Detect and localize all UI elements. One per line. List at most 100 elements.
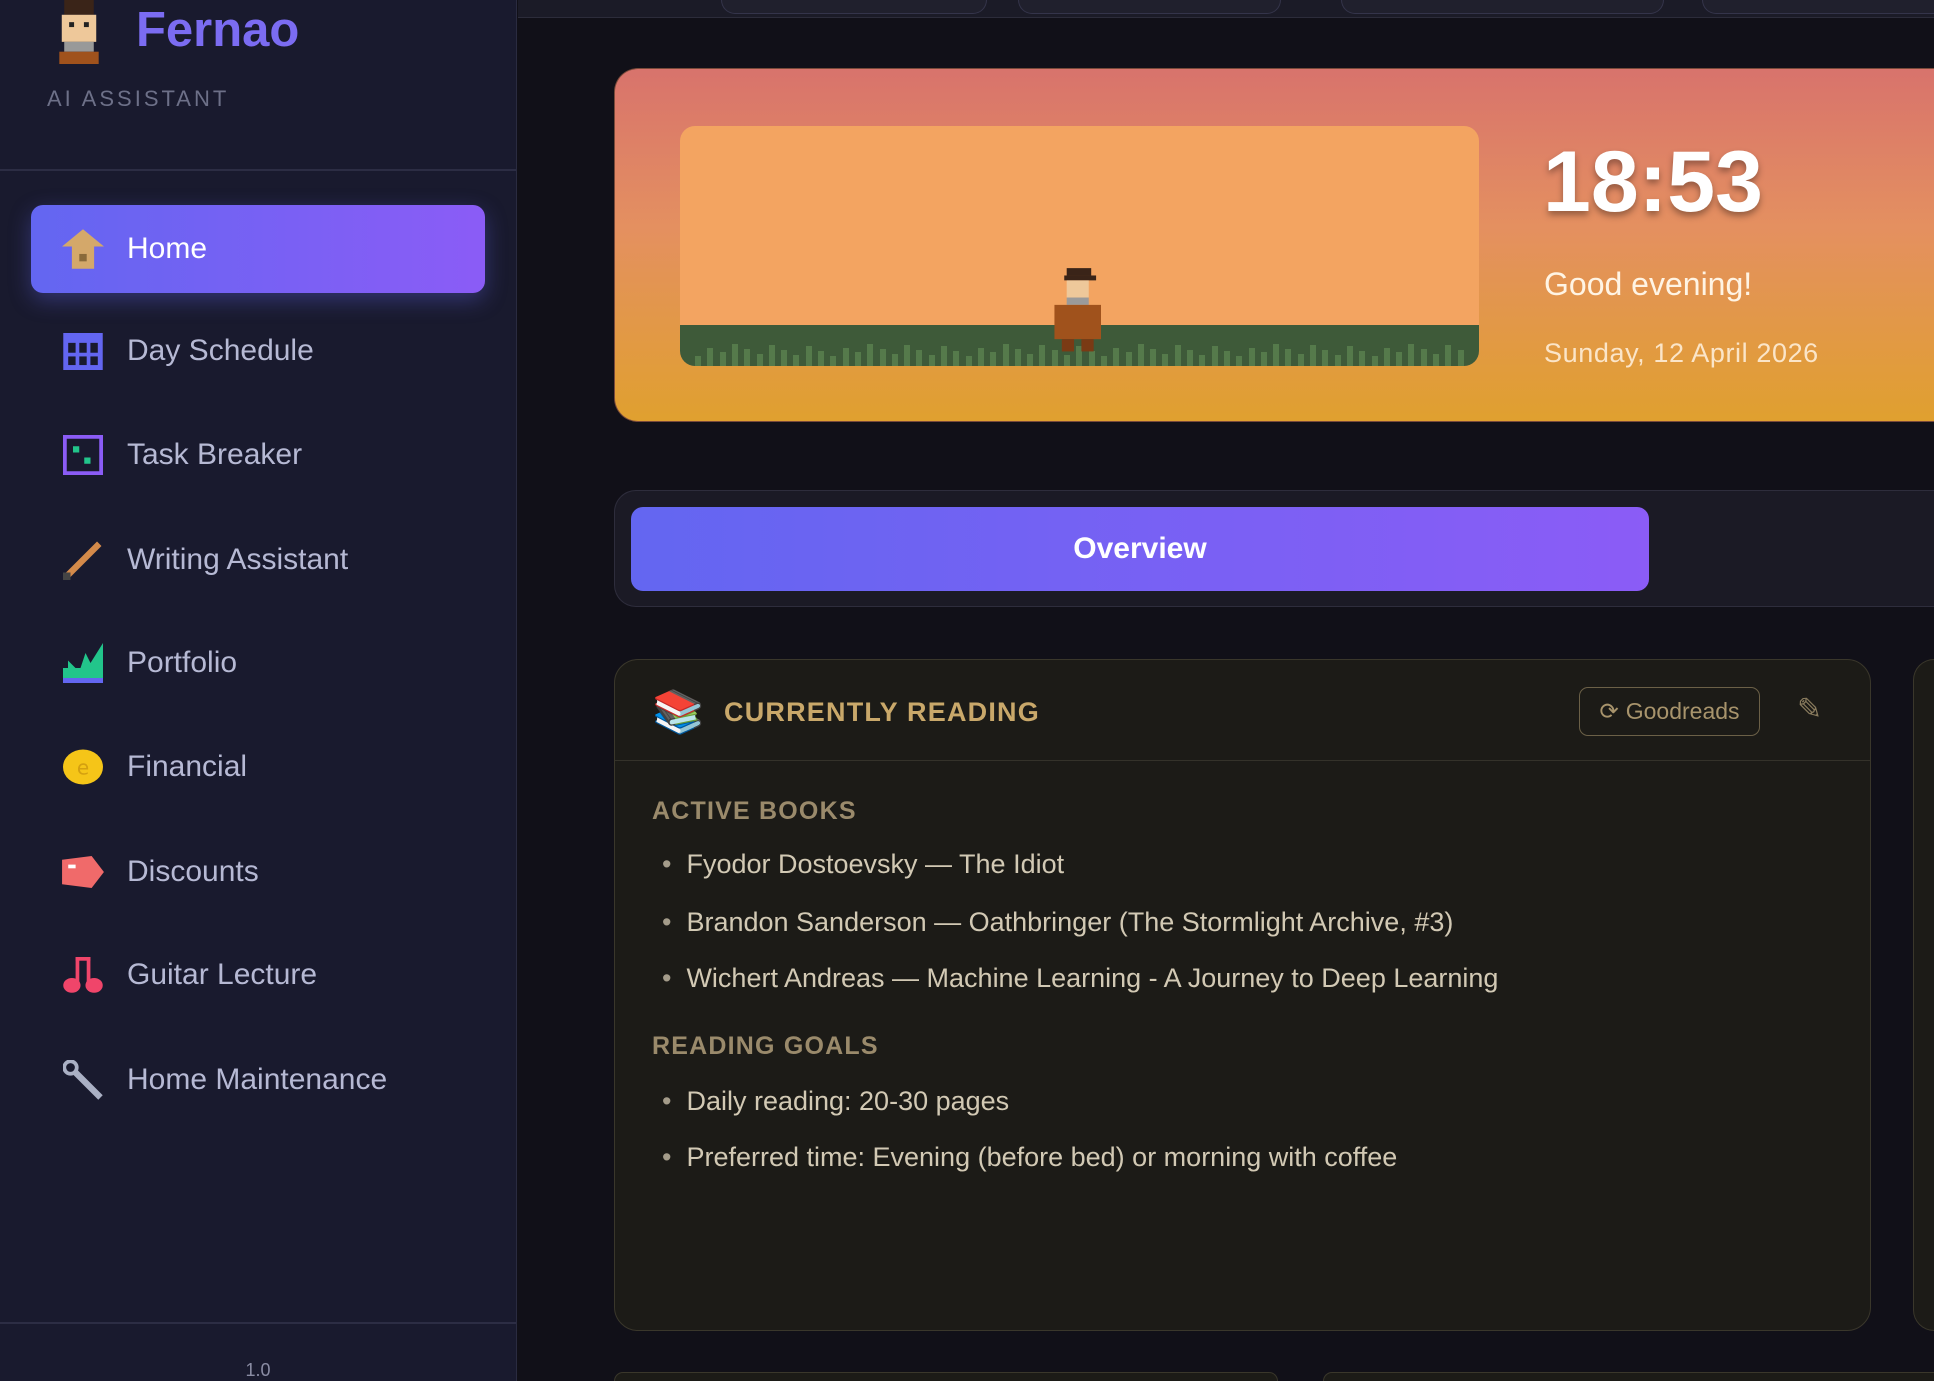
grass-tuft [731, 344, 738, 366]
grass-tuft [1137, 344, 1144, 366]
grass-tuft [1076, 346, 1083, 366]
grass-tuft [830, 356, 837, 366]
grass-tuft [1273, 344, 1280, 366]
coin-icon: e [62, 746, 104, 788]
top-button[interactable] [721, 0, 987, 14]
grass-tuft [977, 347, 984, 366]
pixel-scene [680, 126, 1479, 366]
character-sprite [1054, 268, 1101, 352]
list-item: Fyodor Dostoevsky — The Idiot [662, 849, 1064, 880]
card-header: 📚 CURRENTLY READING ⟳ Goodreads ✎ [615, 660, 1870, 761]
grass-tuft [1187, 350, 1193, 366]
top-button[interactable] [1341, 0, 1664, 14]
sidebar-item-writing-assistant[interactable]: Writing Assistant [31, 516, 485, 604]
avatar [59, 0, 99, 64]
grass-tuft [1002, 344, 1009, 366]
grass-tuft [805, 346, 812, 366]
greeting: Good evening! [1544, 266, 1753, 302]
grass-tuft [1088, 351, 1095, 366]
section-heading: READING GOALS [652, 1032, 879, 1060]
sidebar-item-label: Discounts [127, 855, 259, 888]
grass-tuft [1162, 353, 1169, 366]
grass-tuft [1359, 351, 1366, 366]
sidebar-item-discounts[interactable]: Discounts [31, 828, 485, 916]
list-item: Preferred time: Evening (before bed) or … [662, 1142, 1397, 1173]
bottom-card [1323, 1372, 1934, 1381]
home-icon [62, 228, 104, 270]
grass-tuft [916, 350, 923, 366]
clock: 18:53 [1543, 134, 1763, 230]
sidebar-item-label: Task Breaker [127, 438, 303, 471]
grass-tuft [1113, 347, 1120, 366]
card-title: CURRENTLY READING [724, 697, 1040, 727]
top-button[interactable] [1018, 0, 1281, 14]
sidebar-item-home-maintenance[interactable]: Home Maintenance [31, 1036, 485, 1124]
grass-tuft [1285, 348, 1292, 366]
grass-tuft [1100, 356, 1107, 366]
grass-tuft [1433, 353, 1439, 366]
grass-tuft [1445, 345, 1452, 366]
grass-tuft [1346, 346, 1353, 366]
sidebar-item-home[interactable]: Home [31, 205, 485, 293]
grass-tuft [1457, 350, 1464, 366]
sidebar-item-label: Financial [127, 750, 248, 783]
grass-tuft [744, 348, 751, 366]
grass-tuft [1248, 347, 1255, 366]
wrench-icon [62, 1059, 104, 1101]
tab-overview[interactable]: Overview [631, 507, 1649, 591]
grass-tuft [1334, 354, 1341, 366]
music-icon [62, 954, 104, 996]
side-card [1913, 659, 1934, 1331]
hero-card: 18:53 Good evening! Sunday, 12 April 202… [614, 68, 1934, 422]
grass-tuft [965, 356, 972, 366]
sidebar-item-label: Portfolio [127, 646, 238, 679]
grass-tuft [1322, 350, 1329, 366]
svg-text:e: e [77, 756, 89, 780]
grass-tuft [1260, 352, 1267, 366]
version-label: 1.0 [245, 1360, 271, 1380]
grass-tuft [707, 347, 714, 366]
goodreads-sync-button[interactable]: ⟳ Goodreads [1579, 687, 1760, 736]
grass-tuft [1236, 356, 1243, 366]
sidebar-item-guitar-lecture[interactable]: Guitar Lecture [31, 931, 485, 1019]
chart-icon [62, 642, 104, 684]
books-icon: 📚 [652, 688, 705, 735]
grass-tuft [1396, 352, 1403, 366]
grass-tuft [1027, 353, 1034, 366]
grass-tuft [941, 346, 947, 366]
grass-tuft [1199, 354, 1206, 366]
grass-tuft [928, 354, 935, 366]
sidebar-item-day-schedule[interactable]: Day Schedule [31, 307, 485, 395]
grass-tuft [1211, 346, 1218, 366]
grass-tuft [1014, 348, 1021, 366]
list-item: Daily reading: 20-30 pages [662, 1086, 1009, 1117]
sidebar-item-task-breaker[interactable]: Task Breaker [31, 411, 485, 499]
list-item: Brandon Sanderson — Oathbringer (The Sto… [662, 907, 1453, 938]
goodreads-label: Goodreads [1625, 698, 1740, 724]
grass-tuft [1408, 344, 1415, 366]
grass-tuft [719, 352, 726, 366]
divider [0, 1322, 516, 1324]
grass-tuft [1125, 352, 1132, 366]
grass-tuft [1223, 351, 1230, 366]
sidebar-item-financial[interactable]: e Financial [31, 723, 485, 811]
edit-icon[interactable]: ✎ [1797, 693, 1823, 726]
sidebar-item-label: Writing Assistant [127, 543, 349, 576]
sidebar-item-portfolio[interactable]: Portfolio [31, 619, 485, 707]
grass-tuft [1371, 356, 1378, 366]
grass-tuft [768, 345, 775, 366]
grass-tuft [1174, 345, 1181, 366]
grass-tuft [818, 351, 824, 366]
calendar-icon [62, 330, 104, 372]
grass-tuft [1383, 347, 1390, 366]
grass-tuft [695, 356, 701, 366]
refresh-icon: ⟳ [1599, 698, 1619, 724]
top-button[interactable] [1702, 0, 1934, 14]
sidebar-item-label: Home Maintenance [127, 1063, 388, 1096]
brand-subtitle: AI ASSISTANT [47, 86, 230, 111]
list-item: Wichert Andreas — Machine Learning - A J… [662, 963, 1498, 994]
grass-tuft [867, 344, 874, 366]
grass-tuft [781, 350, 788, 366]
grass-tuft [879, 348, 886, 366]
